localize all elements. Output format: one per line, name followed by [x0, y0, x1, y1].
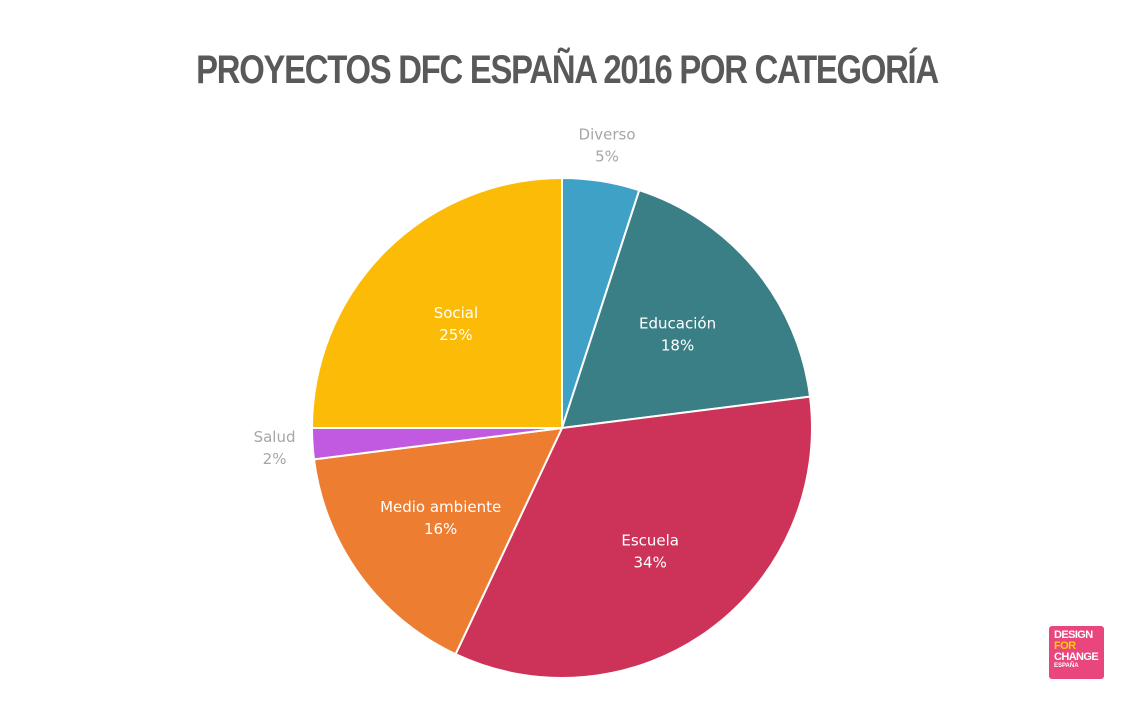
- pie-slice-social: [310, 176, 563, 429]
- slice-label-salud: Salud: [254, 428, 296, 446]
- pie-slice-educacion: [560, 188, 812, 430]
- logo-text-change: CHANGE: [1054, 651, 1099, 663]
- logo-text-design: DESIGN: [1054, 629, 1093, 641]
- slice-label-social: Social: [434, 304, 478, 322]
- slice-value-diverso: 5%: [595, 148, 619, 166]
- chart-title: PROYECTOS DFC ESPAÑA 2016 POR CATEGORÍA: [196, 48, 939, 92]
- slice-label-diverso: Diverso: [579, 126, 636, 144]
- slice-label-educacion: Educación: [639, 314, 716, 332]
- slice-label-medio-ambiente: Medio ambiente: [380, 498, 501, 516]
- slice-value-medio-ambiente: 16%: [424, 520, 457, 538]
- logo-text-for: FOR: [1054, 640, 1076, 652]
- pie-slice-medio-ambiente: [312, 426, 564, 656]
- slice-value-escuela: 34%: [633, 553, 666, 571]
- slice-value-social: 25%: [439, 326, 472, 344]
- slice-value-salud: 2%: [263, 450, 287, 468]
- slice-label-escuela: Escuela: [621, 531, 679, 549]
- design-for-change-logo: DESIGN FOR CHANGE ESPAÑA: [1049, 626, 1104, 679]
- logo-text-espana: ESPAÑA: [1054, 663, 1079, 669]
- slice-value-educacion: 18%: [661, 336, 694, 354]
